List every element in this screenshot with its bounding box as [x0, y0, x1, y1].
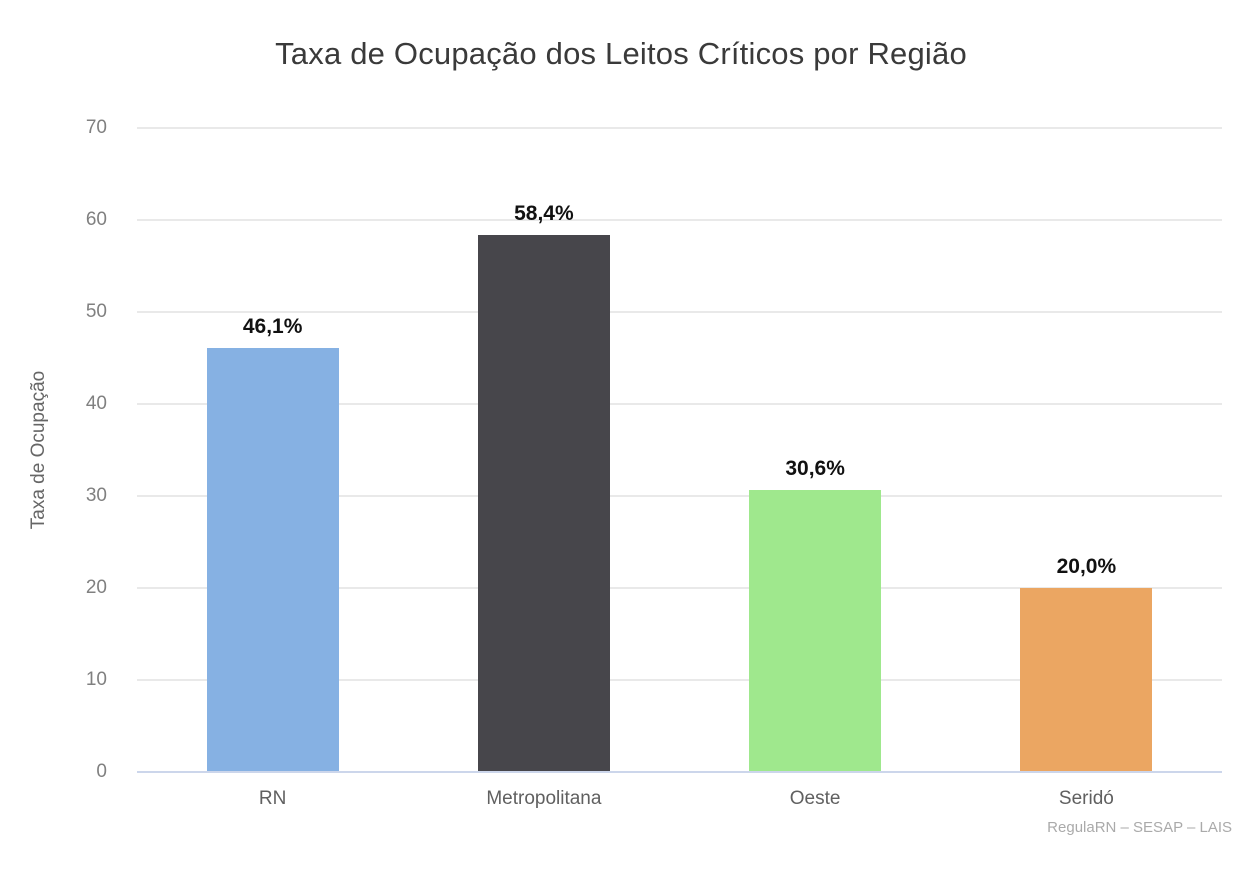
gridline: [137, 679, 1222, 681]
y-tick-label: 0: [96, 761, 107, 782]
y-tick-label: 40: [85, 393, 107, 414]
gridline: [137, 127, 1222, 129]
gridline: [137, 311, 1222, 313]
bar-metropolitana[interactable]: [477, 234, 610, 771]
x-axis-category-label: Oeste: [789, 788, 841, 809]
bar-value-label: 30,6%: [785, 457, 845, 481]
bar-value-label: 58,4%: [514, 201, 574, 225]
gridline: [137, 219, 1222, 221]
y-tick-label: 30: [85, 485, 107, 506]
y-tick-label: 20: [85, 577, 107, 598]
bar-rn[interactable]: [206, 347, 339, 771]
bar-value-label: 20,0%: [1056, 555, 1117, 578]
y-tick-label: 50: [85, 301, 107, 322]
y-tick-label: 70: [85, 117, 107, 138]
gridline: [137, 403, 1222, 405]
gridline: [137, 495, 1222, 497]
bar-serido[interactable]: [1020, 588, 1153, 771]
bar-oeste[interactable]: [749, 490, 882, 771]
bar-value-label: 46,1%: [242, 314, 303, 338]
x-axis-line: [137, 771, 1222, 773]
x-axis-category-label: RN: [258, 788, 287, 809]
gridline: [137, 587, 1222, 589]
x-axis-category-label: Metropolitana: [486, 788, 602, 809]
chart-credit: RegulaRN – SESAP – LAIS: [1047, 819, 1232, 836]
y-tick-label: 60: [85, 209, 107, 230]
chart-title: Taxa de Ocupação dos Leitos Críticos por…: [275, 36, 967, 71]
y-tick-label: 10: [85, 669, 107, 690]
x-axis-category-label: Seridó: [1058, 788, 1114, 809]
